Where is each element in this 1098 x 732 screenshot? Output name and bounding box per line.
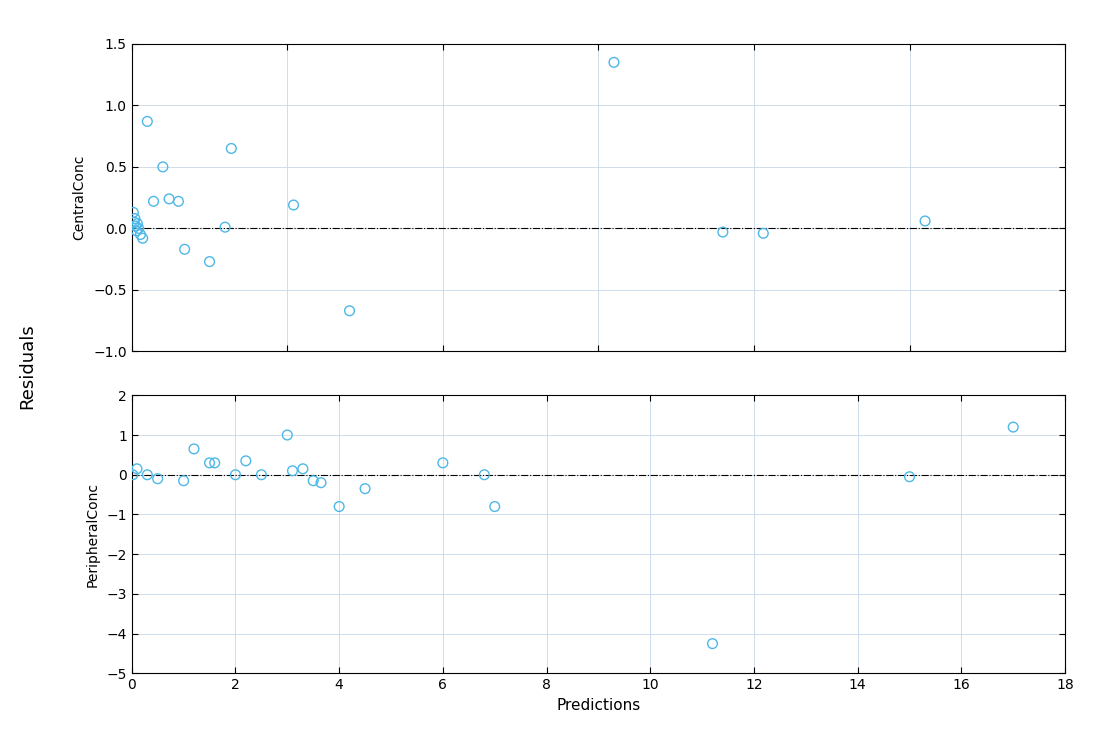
Point — [284, 199, 302, 211]
X-axis label: Predictions: Predictions — [557, 698, 640, 713]
Point — [138, 116, 156, 127]
Point — [127, 225, 145, 236]
Point — [900, 471, 918, 482]
Point — [175, 475, 192, 487]
Point — [356, 483, 373, 495]
Point — [312, 477, 329, 488]
Point — [160, 193, 178, 205]
Point — [475, 469, 493, 481]
Point — [283, 465, 301, 477]
Point — [330, 501, 348, 512]
Point — [176, 244, 193, 255]
Point — [206, 457, 224, 468]
Point — [169, 195, 187, 207]
Point — [704, 638, 721, 649]
Point — [486, 501, 504, 512]
Point — [201, 457, 219, 468]
Point — [304, 475, 322, 487]
Point — [154, 161, 171, 173]
Point — [124, 206, 142, 218]
Point — [125, 217, 143, 228]
Point — [1005, 421, 1022, 433]
Point — [226, 469, 244, 481]
Point — [186, 443, 203, 455]
Point — [124, 469, 142, 481]
Point — [128, 217, 146, 229]
Point — [201, 255, 219, 267]
Point — [223, 143, 240, 154]
Point — [340, 305, 358, 317]
Point — [126, 213, 144, 225]
Y-axis label: PeripheralConc: PeripheralConc — [86, 482, 100, 587]
Point — [434, 457, 451, 468]
Point — [279, 429, 296, 441]
Point — [138, 469, 156, 481]
Point — [916, 215, 933, 227]
Point — [216, 221, 234, 233]
Point — [237, 455, 255, 467]
Point — [714, 226, 731, 238]
Point — [149, 473, 167, 485]
Y-axis label: CentralConc: CentralConc — [72, 155, 87, 240]
Point — [126, 220, 144, 232]
Point — [754, 228, 772, 239]
Point — [294, 463, 312, 474]
Point — [130, 223, 147, 234]
Point — [128, 463, 146, 474]
Point — [132, 228, 149, 240]
Point — [145, 195, 163, 207]
Point — [253, 469, 270, 481]
Point — [605, 56, 623, 68]
Text: Residuals: Residuals — [19, 323, 36, 409]
Point — [134, 232, 152, 244]
